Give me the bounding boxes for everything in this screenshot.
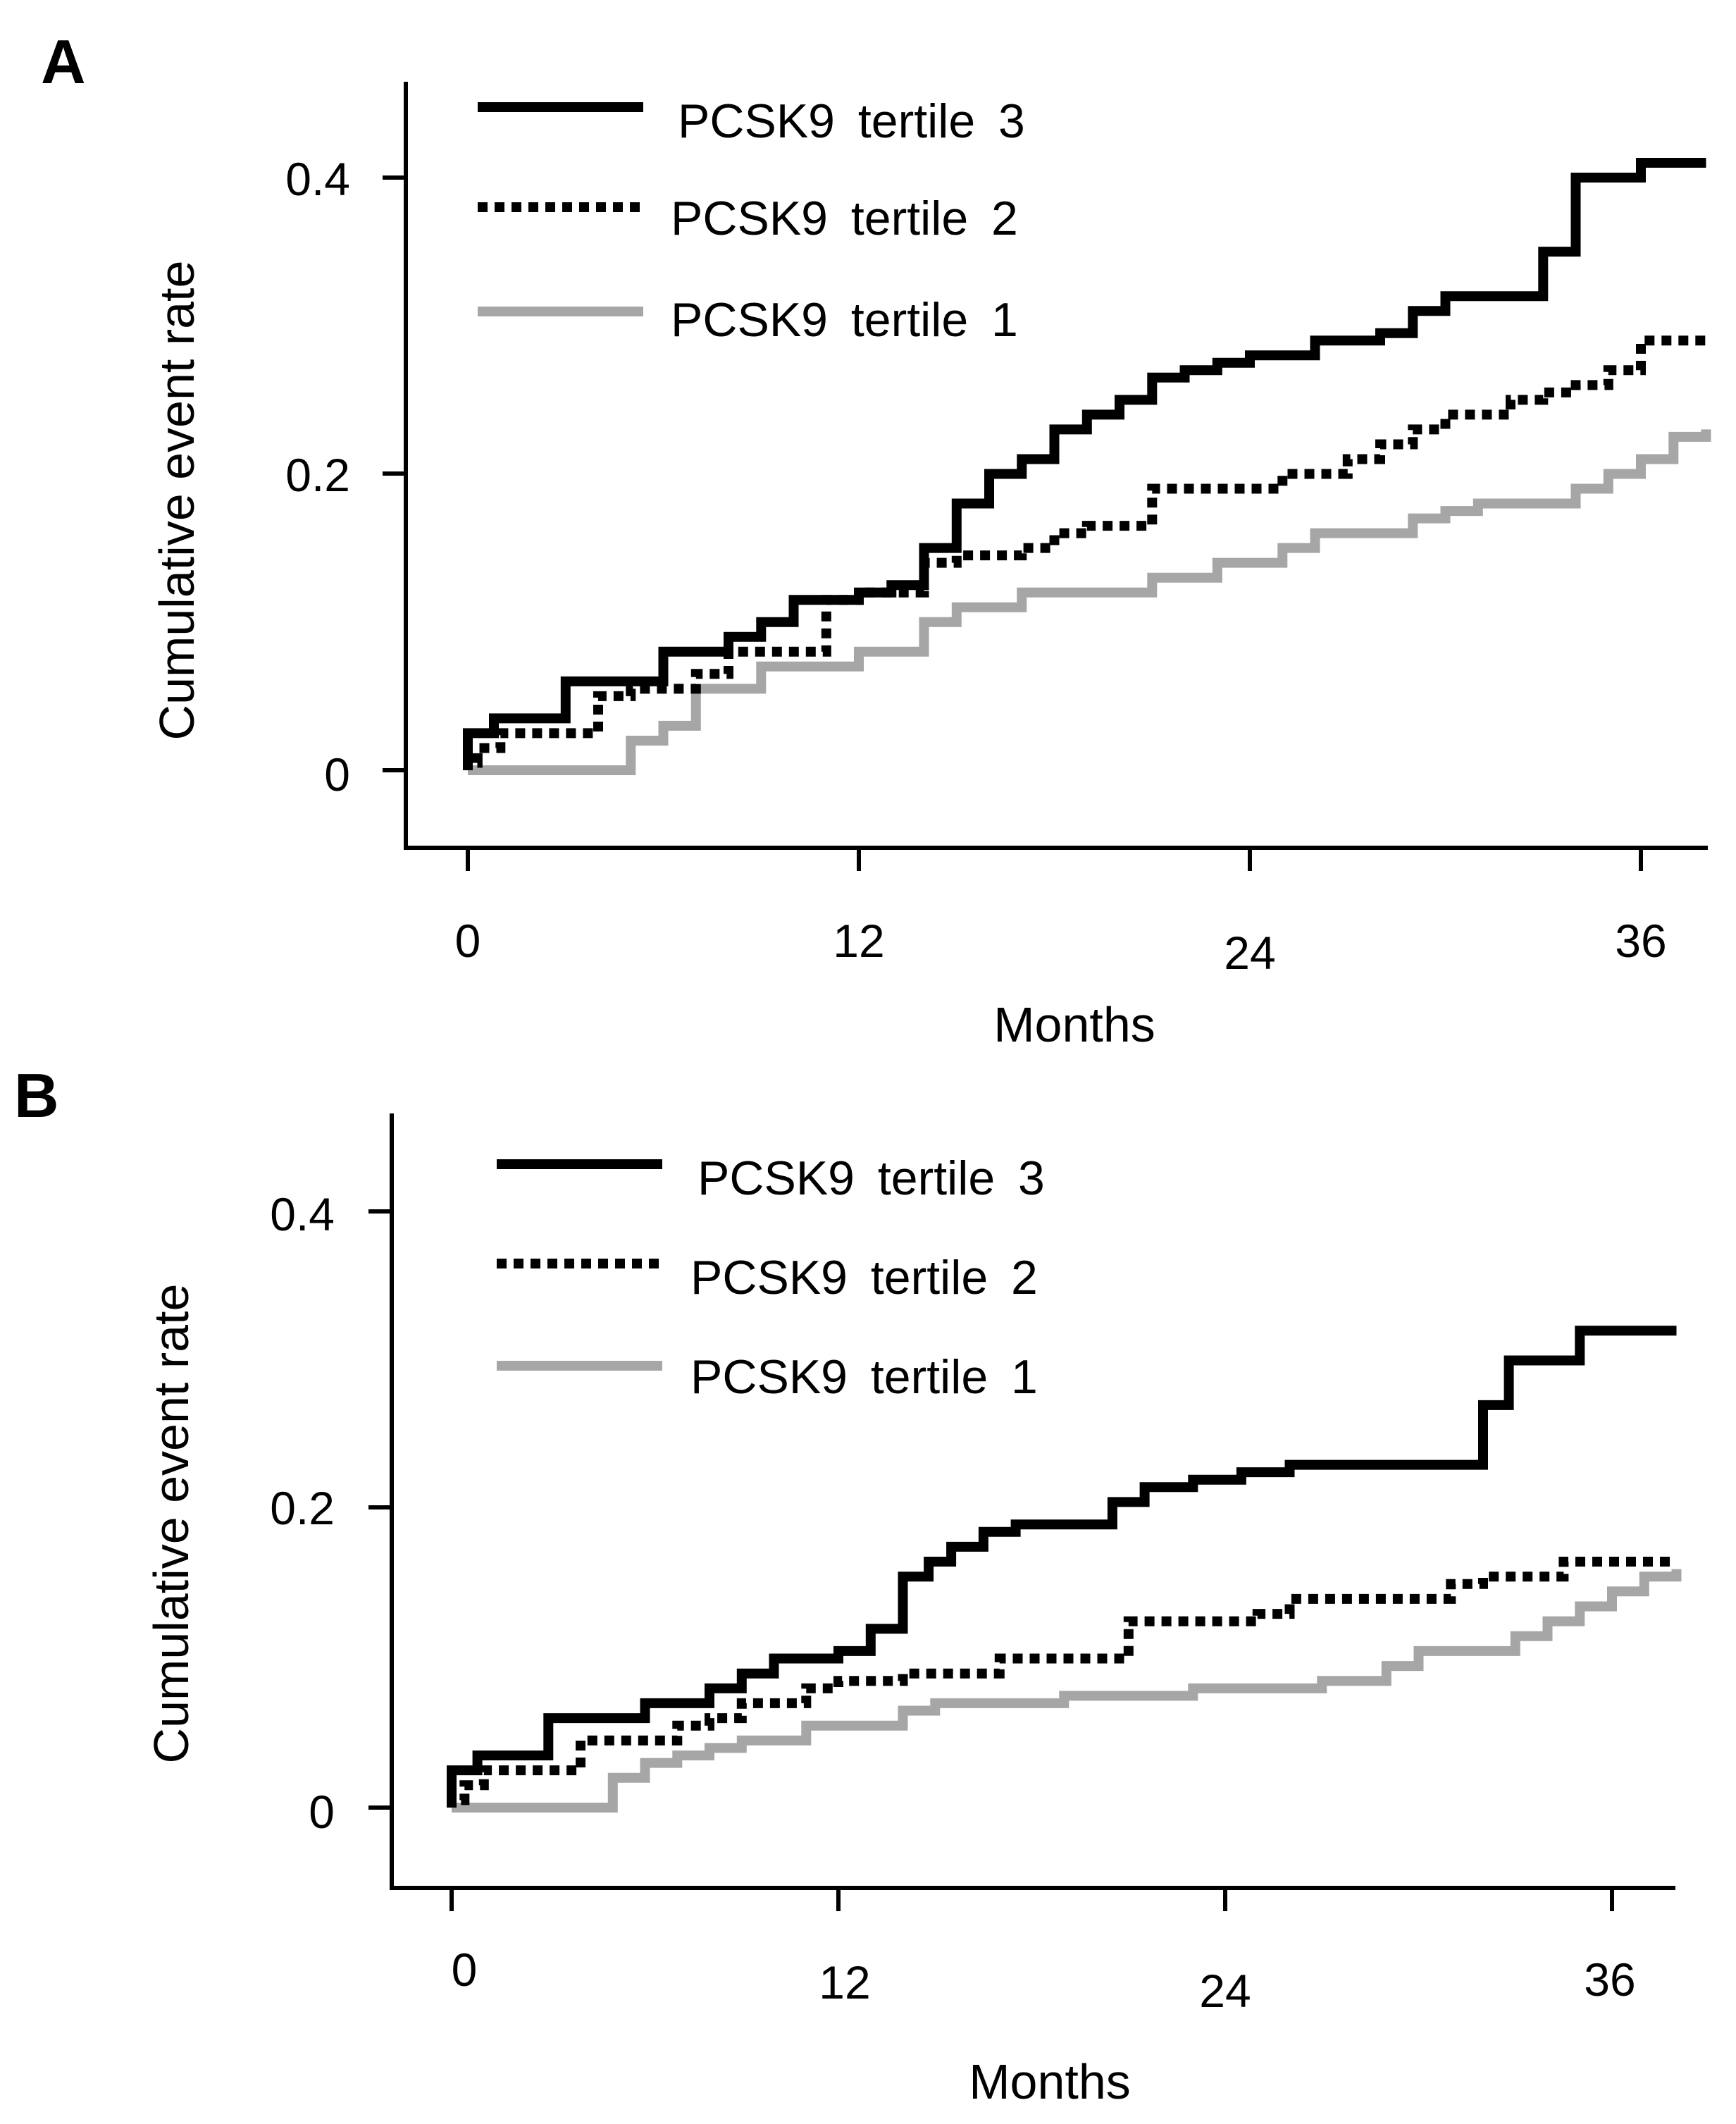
legend-label-tertile-3: PCSK9 tertile 3 bbox=[678, 94, 1025, 148]
xtick-label: 36 bbox=[1584, 1953, 1635, 2006]
ytick-label: 0.4 bbox=[270, 1188, 335, 1240]
legend-label-tertile-3: PCSK9 tertile 3 bbox=[698, 1151, 1045, 1205]
panel-a: A 0 12 24 36 0 0.2 0.4 Months Cumulative… bbox=[41, 27, 1711, 1052]
panel-b-yticks: 0 0.2 0.4 bbox=[270, 1188, 392, 1838]
xtick-label: 0 bbox=[455, 915, 481, 967]
xtick-label: 36 bbox=[1615, 915, 1666, 967]
xtick-label: 24 bbox=[1224, 927, 1275, 979]
km-curve-tertile-1 bbox=[468, 429, 1711, 775]
panel-b-axes bbox=[390, 1113, 1675, 1890]
panel-b-series bbox=[447, 1326, 1682, 1813]
ytick-label: 0 bbox=[309, 1786, 335, 1838]
xtick-label: 0 bbox=[452, 1944, 478, 1996]
legend-label-tertile-2: PCSK9 tertile 2 bbox=[690, 1251, 1038, 1304]
km-curve-tertile-2 bbox=[463, 335, 1706, 770]
ytick-label: 0.4 bbox=[285, 153, 350, 205]
xtick-label: 12 bbox=[833, 915, 884, 967]
panel-b: B 0 12 24 36 0 0.2 0.4 Months Cumulative… bbox=[14, 1061, 1682, 2109]
km-curve-tertile-3 bbox=[463, 158, 1706, 770]
panel-a-legend: PCSK9 tertile 3 PCSK9 tertile 2 PCSK9 te… bbox=[478, 94, 1025, 347]
panel-a-xticks: 0 12 24 36 bbox=[455, 848, 1667, 979]
legend-label-tertile-1: PCSK9 tertile 1 bbox=[671, 293, 1018, 347]
km-curve-tertile-1 bbox=[452, 1569, 1682, 1813]
panel-label-a: A bbox=[41, 27, 86, 97]
panel-label-b: B bbox=[14, 1061, 59, 1130]
panel-a-series bbox=[463, 158, 1711, 775]
xtick-label: 12 bbox=[819, 1956, 870, 2008]
panel-a-yticks: 0 0.2 0.4 bbox=[285, 153, 406, 801]
xtick-label: 24 bbox=[1199, 1965, 1251, 2017]
panel-b-xticks: 0 12 24 36 bbox=[450, 1888, 1636, 2017]
legend-label-tertile-1: PCSK9 tertile 1 bbox=[690, 1350, 1038, 1404]
legend-label-tertile-2: PCSK9 tertile 2 bbox=[671, 192, 1018, 245]
y-axis-title: Cumulative event rate bbox=[149, 261, 204, 741]
km-curve-tertile-3 bbox=[447, 1326, 1677, 1808]
ytick-label: 0 bbox=[324, 748, 350, 801]
x-axis-title: Months bbox=[993, 997, 1155, 1052]
ytick-label: 0.2 bbox=[270, 1482, 335, 1534]
ytick-label: 0.2 bbox=[285, 449, 350, 501]
panel-a-axes bbox=[404, 82, 1708, 850]
km-curve-tertile-2 bbox=[447, 1557, 1677, 1808]
x-axis-title: Months bbox=[969, 2054, 1131, 2109]
y-axis-title: Cumulative event rate bbox=[144, 1284, 199, 1764]
panel-b-legend: PCSK9 tertile 3 PCSK9 tertile 2 PCSK9 te… bbox=[497, 1151, 1045, 1404]
